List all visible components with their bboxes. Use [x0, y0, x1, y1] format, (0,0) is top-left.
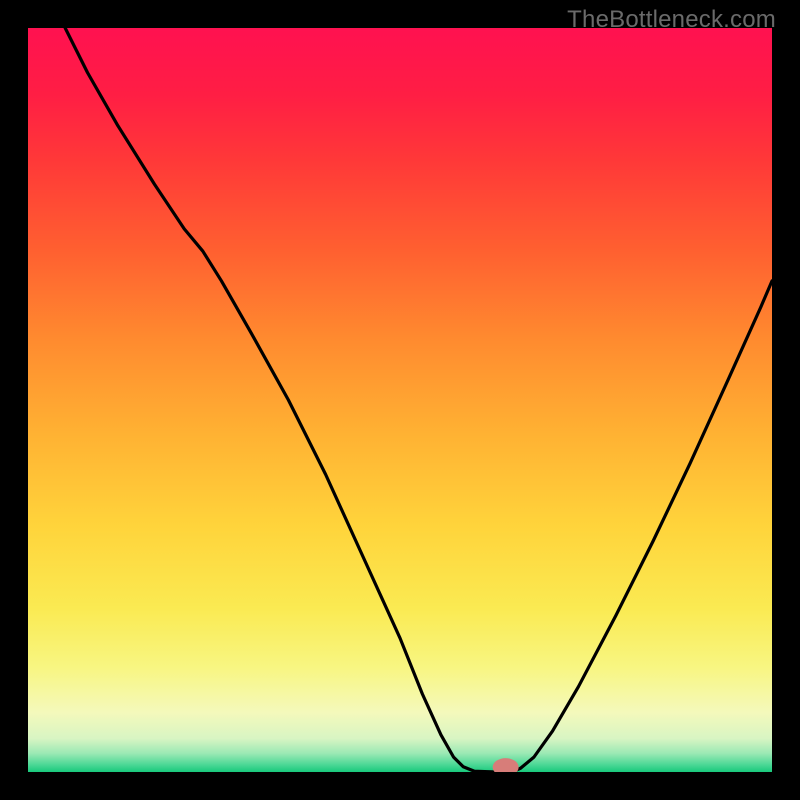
chart-background-gradient	[28, 28, 772, 772]
bottleneck-curve-chart	[28, 28, 772, 772]
watermark-text: TheBottleneck.com	[567, 6, 776, 34]
plot-area	[28, 28, 772, 772]
